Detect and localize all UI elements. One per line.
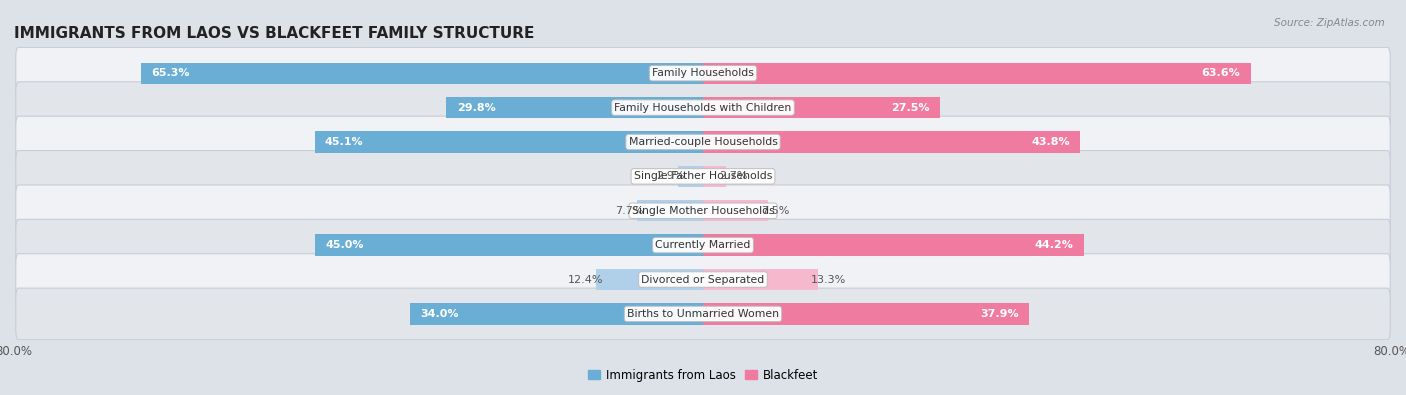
FancyBboxPatch shape [15,185,1391,237]
Bar [446,97,703,118]
FancyBboxPatch shape [15,82,1391,134]
Text: 7.5%: 7.5% [761,206,789,216]
Text: 29.8%: 29.8% [457,103,495,113]
Text: Married-couple Households: Married-couple Households [628,137,778,147]
Bar [141,62,703,84]
Bar [703,131,1080,152]
Text: Births to Unmarried Women: Births to Unmarried Women [627,309,779,319]
Text: Single Father Households: Single Father Households [634,171,772,181]
Text: Family Households with Children: Family Households with Children [614,103,792,113]
Text: 44.2%: 44.2% [1035,240,1073,250]
FancyBboxPatch shape [15,116,1391,168]
FancyBboxPatch shape [15,219,1391,271]
Bar [703,303,1029,325]
Legend: Immigrants from Laos, Blackfeet: Immigrants from Laos, Blackfeet [583,364,823,386]
Bar [703,235,1084,256]
Text: 43.8%: 43.8% [1031,137,1070,147]
FancyBboxPatch shape [15,288,1391,340]
Text: 45.0%: 45.0% [326,240,364,250]
Text: Single Mother Households: Single Mother Households [631,206,775,216]
Bar [703,200,768,222]
Bar [315,131,703,152]
Bar [703,97,939,118]
Bar [703,166,727,187]
Text: 34.0%: 34.0% [420,309,458,319]
Text: 65.3%: 65.3% [150,68,190,78]
Text: IMMIGRANTS FROM LAOS VS BLACKFEET FAMILY STRUCTURE: IMMIGRANTS FROM LAOS VS BLACKFEET FAMILY… [14,26,534,41]
Bar [315,235,703,256]
FancyBboxPatch shape [15,150,1391,202]
Bar [411,303,703,325]
Text: 37.9%: 37.9% [980,309,1019,319]
Bar [678,166,703,187]
Text: 63.6%: 63.6% [1202,68,1240,78]
Bar [596,269,703,290]
Text: 45.1%: 45.1% [325,137,364,147]
Text: Currently Married: Currently Married [655,240,751,250]
Text: 13.3%: 13.3% [811,275,846,284]
FancyBboxPatch shape [15,254,1391,305]
Text: Source: ZipAtlas.com: Source: ZipAtlas.com [1274,18,1385,28]
FancyBboxPatch shape [15,47,1391,99]
Text: 12.4%: 12.4% [568,275,603,284]
Text: 27.5%: 27.5% [891,103,929,113]
Text: Family Households: Family Households [652,68,754,78]
Text: Divorced or Separated: Divorced or Separated [641,275,765,284]
Bar [637,200,703,222]
Text: 7.7%: 7.7% [614,206,644,216]
Bar [703,62,1251,84]
Text: 2.7%: 2.7% [720,171,748,181]
Bar [703,269,817,290]
Text: 2.9%: 2.9% [657,171,685,181]
